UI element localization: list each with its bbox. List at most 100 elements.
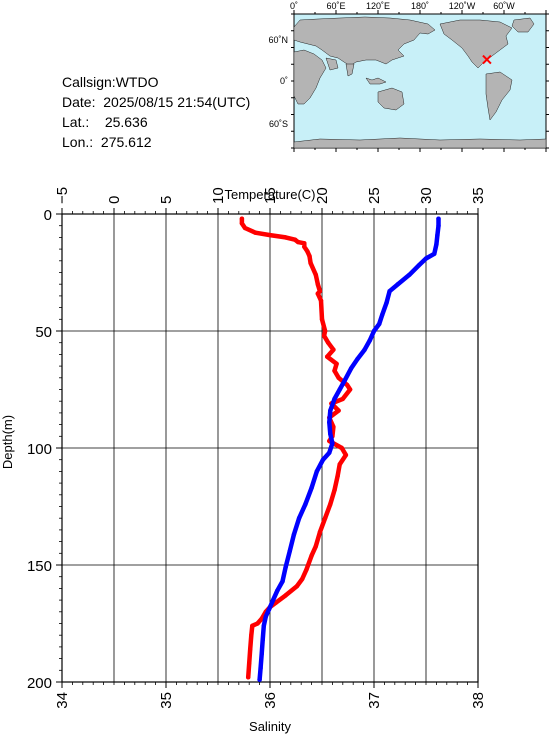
- bottom-axis-tick-label: 37: [366, 692, 383, 709]
- salinity-point: [275, 588, 280, 593]
- salinity-point: [416, 263, 421, 268]
- temperature-point: [343, 452, 349, 458]
- bottom-axis-tick-label: 34: [54, 692, 71, 709]
- lon-label: Lon.:: [62, 134, 94, 150]
- y-axis-title: Depth(m): [0, 415, 15, 469]
- salinity-point: [337, 387, 342, 392]
- salinity-point: [362, 347, 367, 352]
- map-lon-label: 60˚W: [493, 1, 515, 11]
- temperature-point: [337, 462, 342, 467]
- salinity-point: [258, 665, 263, 671]
- map-land: [293, 16, 547, 149]
- map-lon-label: 0˚: [290, 1, 298, 11]
- salinity-point: [261, 623, 266, 628]
- temperature-point: [248, 647, 253, 652]
- bottom-axis-tick-label: 38: [470, 692, 487, 709]
- salinity-point: [263, 614, 268, 619]
- temperature-point: [247, 661, 252, 666]
- temperature-point: [283, 593, 288, 598]
- y-axis-tick-label: 0: [44, 207, 52, 224]
- salinity-point: [395, 282, 401, 287]
- land-south-america: [485, 71, 513, 121]
- land-india: [345, 63, 355, 77]
- temperature-point: [255, 621, 260, 626]
- temperature-point: [300, 576, 305, 582]
- temperature-point: [334, 361, 339, 366]
- temperature-point: [302, 241, 307, 246]
- y-axis-tick-label: 50: [35, 324, 52, 341]
- temperature-point: [331, 424, 336, 430]
- temperature-point: [239, 221, 245, 226]
- top-axis-title: Temperature(C): [224, 187, 315, 202]
- temperature-point: [347, 387, 353, 392]
- map-lat-label: 60˚N: [268, 35, 288, 45]
- temperature-point: [340, 396, 345, 402]
- salinity-point: [259, 651, 264, 657]
- temperature-point: [304, 567, 309, 572]
- salinity-point: [371, 328, 377, 334]
- salinity-point: [270, 597, 276, 603]
- salinity-point: [328, 431, 333, 437]
- top-axis-tick-label: 20: [314, 187, 331, 204]
- temperature-point: [317, 530, 323, 535]
- temperature-point: [325, 354, 330, 359]
- temperature-point: [239, 216, 245, 221]
- map-frame-group: 0˚ 60˚E 120˚E 180˚ 120˚W 60˚W 60˚N 0˚ 60…: [268, 1, 549, 152]
- top-axis-tick-label: 0: [106, 196, 123, 204]
- date-value: 2025/08/15 21:54(UTC): [103, 94, 251, 110]
- land-arabia: [325, 57, 339, 71]
- salinity-point: [296, 516, 302, 521]
- top-axis-tick-label: −5: [54, 187, 71, 204]
- top-axis-tick-label: 10: [210, 187, 227, 204]
- temperature-point: [331, 347, 336, 352]
- y-axis-tick-label: 150: [27, 558, 52, 575]
- salinity-point: [380, 312, 385, 317]
- salinity-point: [266, 607, 272, 612]
- temperature-point: [242, 225, 248, 231]
- date-line: Date: 2025/08/15 21:54(UTC): [62, 92, 250, 112]
- temperature-point: [322, 516, 328, 521]
- temperature-point: [313, 544, 318, 549]
- salinity-point: [309, 485, 314, 490]
- temperature-point: [315, 291, 320, 296]
- salinity-point: [328, 408, 333, 413]
- lon-value: 275.612: [100, 134, 152, 150]
- temperature-point: [315, 282, 320, 287]
- salinity-point: [436, 223, 441, 228]
- temperature-point: [283, 235, 288, 240]
- salinity-point: [407, 272, 412, 277]
- series-layer: [239, 216, 441, 682]
- top-axis-tick-label: 25: [366, 187, 383, 204]
- salinity-point: [355, 356, 360, 362]
- temperature-point: [309, 553, 314, 558]
- callsign-line: Callsign:WTDO: [62, 74, 159, 90]
- temperature-point: [335, 473, 340, 479]
- salinity-point: [332, 396, 337, 402]
- map-ticks: [291, 10, 549, 152]
- land-antarctica: [293, 137, 547, 149]
- temperature-point: [332, 368, 337, 373]
- y-axis-tick-label: 200: [27, 675, 52, 692]
- temperature-point: [292, 237, 298, 242]
- temperature-point: [253, 230, 258, 235]
- salinity-point: [283, 565, 288, 570]
- salinity-point: [377, 321, 382, 327]
- y-axis-tick-label: 100: [27, 441, 52, 458]
- temperature-point: [249, 633, 254, 638]
- land-north-america: [439, 19, 513, 69]
- map-lat-labels: 60˚N 0˚ 60˚S: [268, 35, 288, 129]
- temperature-point: [339, 445, 344, 451]
- map-lon-label: 120˚W: [449, 1, 476, 11]
- land-eurasia: [293, 16, 436, 67]
- salinity-point: [330, 441, 335, 446]
- map-lon-label: 120˚E: [366, 1, 390, 11]
- salinity-point: [314, 469, 319, 474]
- temperature-point: [326, 340, 331, 345]
- salinity-point: [327, 420, 332, 425]
- temperature-point: [250, 623, 255, 628]
- temperature-point: [267, 232, 273, 238]
- salinity-point: [342, 377, 348, 383]
- lon-line: Lon.: 275.612: [62, 132, 250, 152]
